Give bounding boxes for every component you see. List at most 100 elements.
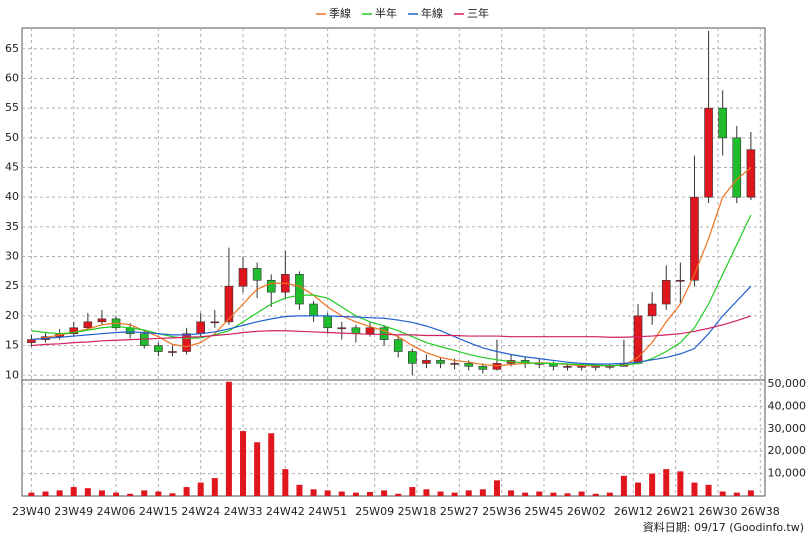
- candle-body: [252, 268, 262, 281]
- volume-bar: [155, 491, 162, 496]
- volume-bar: [141, 490, 148, 496]
- candle-body: [732, 137, 742, 198]
- volume-bar: [522, 492, 529, 496]
- volume-bar: [127, 493, 134, 496]
- x-tick-label: 23W40: [12, 505, 51, 518]
- y2-tick-label: 20,000: [768, 444, 807, 457]
- candle-body: [295, 274, 304, 305]
- volume-bar: [113, 492, 120, 496]
- y-tick-label: 30: [5, 250, 19, 263]
- y2-tick-label: 50,000: [768, 377, 807, 390]
- volume-bar: [240, 431, 247, 496]
- volume-bar: [592, 493, 599, 496]
- candle-body: [478, 366, 488, 370]
- volume-bar: [324, 490, 331, 496]
- candle-body: [661, 279, 671, 305]
- volume-bar: [606, 492, 613, 496]
- volume-bar: [550, 492, 557, 496]
- x-tick-label: 25W18: [398, 505, 437, 518]
- candle-body: [224, 285, 234, 323]
- candle-body: [676, 279, 685, 282]
- ma-line: [31, 285, 752, 365]
- volume-bar: [691, 482, 698, 496]
- volume-bar: [395, 493, 402, 496]
- candle-body: [393, 339, 403, 352]
- x-tick-label: 25W45: [525, 505, 564, 518]
- x-tick-label: 24W15: [139, 505, 178, 518]
- candle-body: [365, 327, 375, 334]
- volume-bar: [56, 490, 63, 496]
- volume-bar: [437, 491, 444, 496]
- candle-body: [690, 196, 699, 281]
- y-tick-label: 35: [5, 220, 19, 233]
- ma-line: [31, 315, 752, 347]
- x-tick-label: 26W21: [656, 505, 695, 518]
- x-tick-label: 25W09: [355, 505, 394, 518]
- candle-body: [27, 339, 36, 343]
- candle-body: [83, 321, 93, 329]
- volume-bar: [296, 484, 303, 496]
- y-tick-label: 20: [5, 309, 19, 322]
- volume-bar: [747, 490, 754, 496]
- volume-bar: [465, 490, 472, 496]
- legend-label: 季線: [329, 6, 351, 20]
- x-tick-label: 25W36: [482, 505, 521, 518]
- x-tick-label: 23W49: [54, 505, 93, 518]
- volume-bar: [366, 491, 373, 496]
- candle-body: [210, 321, 220, 324]
- candle-body: [647, 303, 657, 317]
- x-tick-label: 24W51: [308, 505, 347, 518]
- candle-body: [464, 363, 474, 367]
- candle-body: [605, 366, 615, 368]
- y-tick-label: 15: [5, 339, 19, 352]
- y2-tick-label: 10,000: [768, 467, 807, 480]
- volume-bar: [352, 492, 359, 496]
- volume-bar: [733, 492, 740, 496]
- x-tick-label: 26W38: [741, 505, 780, 518]
- y2-tick-label: 30,000: [768, 422, 807, 435]
- volume-bar: [719, 491, 726, 496]
- legend-label: 年線: [421, 6, 443, 20]
- volume-bar: [451, 492, 458, 496]
- x-tick-label: 25W27: [440, 505, 479, 518]
- volume-bar: [705, 484, 712, 496]
- candle-body: [323, 315, 332, 329]
- volume-bar: [381, 490, 388, 496]
- ma-line: [31, 214, 752, 367]
- candle-body: [746, 149, 756, 198]
- volume-bar: [282, 469, 289, 496]
- volume-bar: [28, 492, 35, 496]
- y-tick-label: 55: [5, 101, 19, 114]
- candle-body: [182, 333, 191, 352]
- y-tick-label: 45: [5, 160, 19, 173]
- candle-body: [591, 366, 601, 368]
- volume-bar: [42, 491, 49, 496]
- volume-bar: [211, 478, 218, 496]
- volume-bar: [338, 491, 345, 496]
- x-tick-label: 26W12: [614, 505, 653, 518]
- volume-bar: [578, 491, 585, 496]
- candle-body: [408, 351, 417, 364]
- volume-bar: [225, 381, 232, 496]
- volume-bar: [409, 487, 416, 496]
- x-tick-label: 26W02: [567, 505, 606, 518]
- volume-bar: [183, 487, 190, 496]
- x-tick-label: 24W24: [181, 505, 220, 518]
- volume-bar: [423, 489, 430, 496]
- candle-body: [309, 303, 318, 317]
- candle-body: [196, 321, 205, 334]
- candle-body: [168, 351, 177, 353]
- volume-bar: [564, 493, 571, 496]
- volume-bar: [663, 469, 670, 496]
- x-tick-label: 24W06: [97, 505, 136, 518]
- candle-body: [704, 107, 713, 198]
- volume-bar: [254, 442, 261, 496]
- legend-label: 三年: [467, 6, 489, 20]
- candle-body: [436, 360, 445, 364]
- candle-body: [69, 327, 79, 334]
- volume-bar: [197, 482, 204, 496]
- candle-body: [97, 318, 107, 323]
- y-tick-label: 65: [5, 42, 19, 55]
- candle-body: [450, 363, 459, 365]
